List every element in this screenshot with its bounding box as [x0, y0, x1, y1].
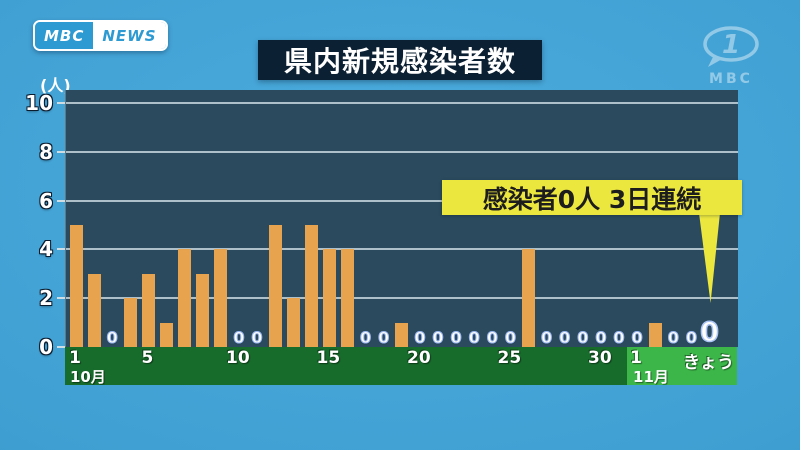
- mbc-news-logo: MBC NEWS: [33, 20, 168, 51]
- y-tick-label: 8: [39, 139, 53, 164]
- x-tick-label: 1: [630, 348, 643, 368]
- x-tick-label: 30: [588, 348, 612, 368]
- y-tick-label: 2: [39, 286, 53, 311]
- zero-marker: 0: [450, 328, 462, 347]
- y-tick-mark: [57, 248, 65, 251]
- y-tick-mark: [57, 346, 65, 348]
- daily-case-bar: [196, 273, 210, 347]
- zero-marker: 0: [468, 328, 480, 347]
- y-tick-label: 4: [39, 237, 53, 262]
- daily-case-bar: [268, 224, 282, 347]
- zero-marker: 0: [233, 328, 245, 347]
- zero-marker: 0: [432, 328, 444, 347]
- today-zero-marker: 0: [699, 317, 719, 348]
- x-tick-label: 25: [497, 348, 522, 368]
- gridline: [66, 101, 738, 104]
- x-tick-today: きょう: [683, 353, 734, 373]
- month-label-november: 11月: [633, 368, 669, 385]
- daily-case-bar: [341, 249, 354, 347]
- zero-marker: 0: [595, 328, 607, 347]
- daily-case-bar: [123, 298, 137, 347]
- logo-news-segment: NEWS: [93, 22, 166, 49]
- gridline: [66, 150, 738, 153]
- daily-case-bar: [69, 224, 83, 347]
- x-tick-label: 20: [407, 348, 431, 368]
- y-tick-mark: [57, 150, 65, 153]
- zero-marker: 0: [631, 328, 643, 347]
- y-tick-mark: [57, 101, 65, 104]
- zero-marker: 0: [559, 328, 571, 347]
- month-label-october: 10月: [70, 368, 106, 385]
- y-axis: 0 2 4 6 8 10: [0, 90, 65, 359]
- gridline: [66, 199, 738, 202]
- y-axis-unit-label: (人): [40, 76, 71, 95]
- daily-case-bar: [522, 249, 535, 347]
- zero-marker: 0: [360, 328, 372, 347]
- zero-marker: 0: [541, 328, 553, 347]
- daily-case-bar: [648, 322, 662, 347]
- zero-marker: 0: [667, 328, 679, 347]
- daily-case-bar: [87, 273, 101, 347]
- zero-marker: 0: [414, 328, 426, 347]
- daily-case-bar: [322, 249, 336, 347]
- annotation-callout: 感染者0人 3日連続: [442, 180, 742, 215]
- watermark-mbc-label: MBC: [709, 71, 753, 87]
- x-tick-label: 5: [141, 348, 154, 368]
- zero-marker: 0: [577, 328, 589, 347]
- y-tick-label: 6: [39, 188, 53, 213]
- channel-1-balloon-icon: 1: [703, 26, 759, 67]
- channel-watermark: 1 MBC: [696, 24, 766, 87]
- gridline: [66, 248, 738, 251]
- daily-case-bar: [286, 298, 300, 347]
- y-tick-mark: [57, 199, 65, 202]
- x-tick-label: 10: [226, 348, 250, 368]
- zero-marker: 0: [106, 328, 118, 347]
- zero-marker: 0: [251, 328, 263, 347]
- y-tick-mark: [57, 297, 65, 300]
- x-tick-label: 15: [316, 348, 341, 368]
- zero-marker: 0: [486, 328, 498, 347]
- logo-mbc-segment: MBC: [35, 22, 94, 49]
- daily-case-bar: [304, 224, 318, 347]
- daily-case-bar: [178, 249, 192, 347]
- zero-marker: 0: [685, 328, 697, 347]
- x-tick-label: 1: [69, 348, 81, 368]
- november-section: [627, 347, 737, 385]
- daily-case-bar: [395, 322, 409, 347]
- svg-text:1: 1: [722, 30, 740, 60]
- y-tick-label: 0: [39, 335, 53, 359]
- zero-marker: 0: [613, 328, 625, 347]
- page-title: 県内新規感染者数: [258, 40, 542, 80]
- x-axis-band: 1 5 10 15 20 25 30 1 きょう 10月 11月: [65, 347, 737, 385]
- daily-case-bar: [214, 249, 228, 347]
- gridline: [66, 297, 738, 300]
- daily-case-bar: [141, 273, 155, 347]
- zero-marker: 0: [378, 328, 390, 347]
- zero-marker: 0: [504, 328, 516, 347]
- y-tick-label: 10: [25, 90, 53, 115]
- daily-case-bar: [160, 322, 173, 347]
